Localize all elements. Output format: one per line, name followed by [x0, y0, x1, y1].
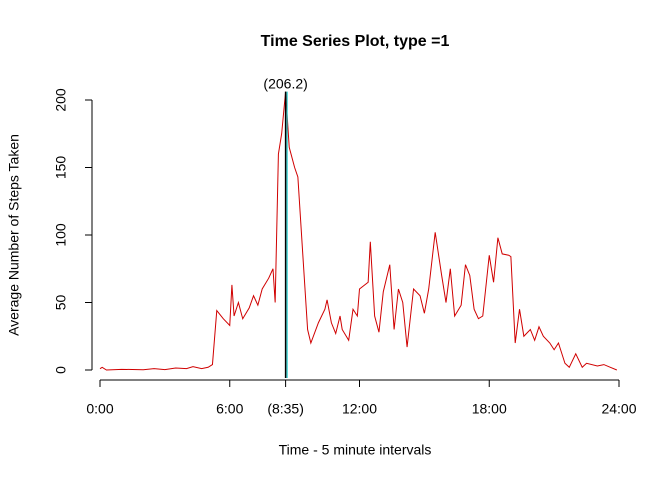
y-tick-label: 0	[53, 366, 69, 374]
line	[99, 91, 618, 371]
x-axis-label: Time - 5 minute intervals	[279, 442, 432, 458]
x-tick-label: 12:00	[342, 401, 377, 417]
x-tick-label: 0:00	[86, 401, 113, 417]
y-tick-label: 100	[53, 223, 69, 247]
x-tick-label: 24:00	[601, 401, 636, 417]
x-tick-label: 6:00	[216, 401, 243, 417]
x-tick-label: 18:00	[472, 401, 507, 417]
y-tick-label: 150	[53, 156, 69, 180]
y-axis-label: Average Number of Steps Taken	[6, 134, 22, 336]
y-tick-label: 50	[53, 295, 69, 311]
y-tick-label: 200	[53, 88, 69, 112]
x-tick-label: (8:35)	[267, 401, 304, 417]
peak-label: (206.2)	[263, 75, 307, 91]
chart-title: Time Series Plot, type =1	[261, 33, 450, 50]
